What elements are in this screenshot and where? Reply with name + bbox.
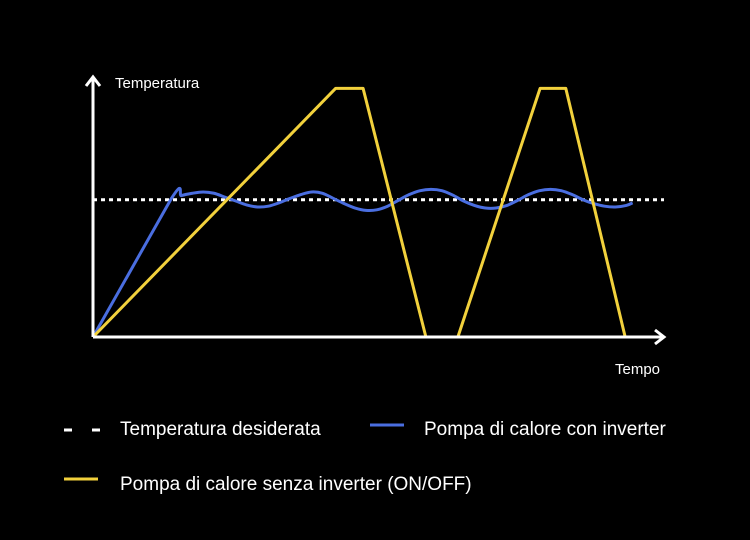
series-line-pompa-di-calore-senza-inverter-on-off [91,86,627,339]
y-axis-label: Temperatura [115,75,200,92]
plot-area [91,86,664,339]
y-axis-arrow [84,74,102,87]
series-line-pompa-di-calore-con-inverter [91,186,634,338]
legend-item-inverter: Pompa di calore con inverter [370,419,667,440]
x-axis-label: Tempo [615,361,660,378]
legend-item-target-temperature: Temperatura desiderata [64,419,321,440]
legend-label-inverter: Pompa di calore con inverter [424,419,667,440]
legend-item-on-off: Pompa di calore senza inverter (ON/OFF) [64,474,472,495]
x-axis-arrow [654,328,667,346]
legend-label-target-temperature: Temperatura desiderata [120,419,321,440]
legend: Temperatura desiderata Pompa di calore c… [64,419,667,495]
axes: Temperatura Tempo [84,74,667,378]
legend-label-on-off: Pompa di calore senza inverter (ON/OFF) [120,474,472,495]
